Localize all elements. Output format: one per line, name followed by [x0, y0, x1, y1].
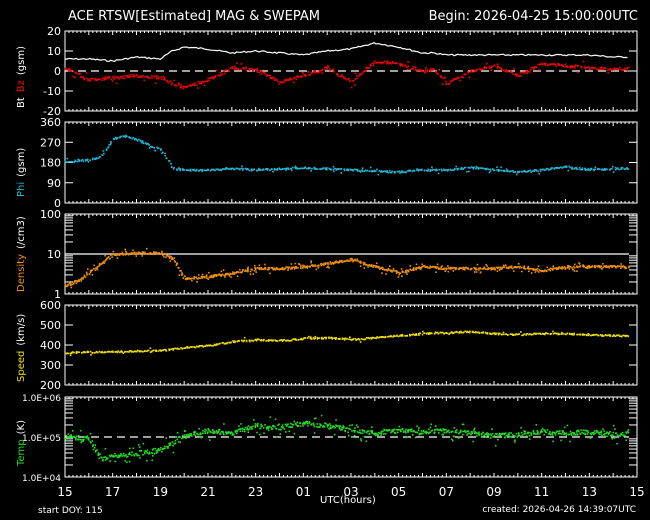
svg-text:-20: -20: [43, 105, 61, 118]
ylabel-part: (K): [16, 419, 27, 435]
ylabel-part: Speed: [16, 350, 27, 382]
svg-text:1.0E+06: 1.0E+06: [22, 394, 61, 404]
x-tick-label: 19: [153, 485, 168, 499]
x-tick-label: 15: [629, 485, 644, 499]
svg-text:180: 180: [40, 157, 61, 170]
ylabel-part: (km/s): [16, 313, 27, 346]
begin-time: Begin: 2026-04-25 15:00:00UTC: [428, 9, 638, 24]
panel-4: 1.0E+04 1.0E+05 1.0E+06: [22, 394, 638, 484]
ylabel-part: Temp: [16, 439, 27, 466]
panel-0: 20 10 0 -10 -20: [43, 25, 638, 118]
x-tick-label: 05: [391, 485, 406, 499]
series-density: [64, 247, 630, 289]
ylabel-part: (gsm): [16, 147, 27, 177]
x-tick-label: 23: [248, 485, 263, 499]
x-tick-label: 17: [105, 485, 120, 499]
svg-text:1.0E+05: 1.0E+05: [22, 434, 61, 444]
panel-3: 600 500 400 300 200: [40, 299, 638, 392]
ylabel-part: (gsm): [16, 46, 27, 76]
x-tick-label: 21: [200, 485, 215, 499]
ylabel-speed: Speed (km/s): [16, 309, 27, 382]
svg-text:600: 600: [40, 299, 61, 312]
ylabel-part: Bt: [16, 97, 27, 108]
svg-text:270: 270: [40, 136, 61, 149]
x-tick-label: 15: [57, 485, 72, 499]
ylabel-part: Bz: [16, 80, 27, 93]
series-phi: [64, 134, 630, 176]
x-tick-label: 01: [296, 485, 311, 499]
ylabel-phi: Phi (gsm): [16, 143, 27, 197]
svg-text:360: 360: [40, 116, 61, 129]
svg-text:300: 300: [40, 359, 61, 372]
x-axis-label: UTC(hours): [320, 495, 376, 506]
x-tick-label: 13: [582, 485, 597, 499]
created-timestamp: created: 2026-04-26 14:39:07UTC: [482, 505, 636, 515]
start-doy: start DOY: 115: [38, 506, 103, 516]
panel-2: 1 10 100: [40, 208, 638, 301]
svg-text:1: 1: [54, 288, 61, 301]
series-temp: [64, 414, 630, 464]
series-bt: [64, 42, 628, 63]
series-speed: [65, 330, 629, 357]
ylabel-part: (/cm3): [16, 216, 27, 249]
x-tick-label: 09: [486, 485, 501, 499]
svg-text:10: 10: [47, 248, 61, 261]
svg-text:500: 500: [40, 319, 61, 332]
series-bz: [64, 60, 630, 90]
svg-text:200: 200: [40, 379, 61, 392]
svg-text:-10: -10: [43, 85, 61, 98]
ylabel-mag: Bt Bz (gsm): [16, 41, 27, 108]
x-tick-label: 03: [343, 485, 358, 499]
svg-text:100: 100: [40, 208, 61, 221]
ylabel-temp: Temp (K): [16, 415, 27, 466]
plot-title: ACE RTSW[Estimated] MAG & SWEPAM: [68, 9, 320, 24]
svg-text:400: 400: [40, 339, 61, 352]
svg-text:0: 0: [54, 65, 61, 78]
x-tick-label: 07: [439, 485, 454, 499]
ylabel-part: Phi: [16, 181, 27, 197]
x-tick-label: 11: [534, 485, 549, 499]
svg-text:0: 0: [54, 197, 61, 210]
panel-1: 360 270 180 90 0: [40, 116, 638, 210]
svg-text:90: 90: [47, 177, 61, 190]
ylabel-density: Density (/cm3): [16, 211, 27, 292]
svg-text:10: 10: [47, 45, 61, 58]
svg-text:1.0E+04: 1.0E+04: [22, 474, 61, 484]
svg-text:20: 20: [47, 25, 61, 38]
ylabel-part: Density: [16, 253, 27, 292]
